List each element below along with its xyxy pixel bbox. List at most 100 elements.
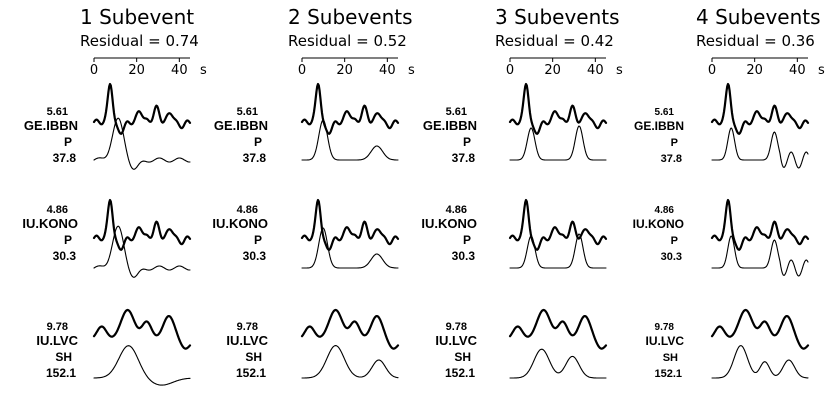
panel-1: 1 Subevent Residual = 0.74 0 20 40 s 5.61GE.IB… [22, 5, 207, 386]
time-tick-label: 40 [587, 63, 604, 78]
station-code: IU.LVC [646, 334, 685, 348]
station-amplitude: 9.78 [655, 322, 675, 333]
observed-waveform [300, 198, 400, 251]
synthetic-waveform [301, 345, 399, 379]
panel-3: 3 Subevents Residual = 0.42 0 20 40 s 5.61GE.I… [421, 5, 623, 380]
station-code: IU.KONO [633, 217, 684, 231]
station-code: GE.IBBN [634, 119, 684, 133]
station-azimuth: 30.3 [243, 249, 267, 263]
station-amplitude: 4.86 [655, 205, 675, 216]
time-unit-label: s [616, 63, 623, 78]
synthetic-waveform [711, 127, 809, 169]
time-unit-label: s [818, 63, 825, 78]
station-phase: P [671, 235, 678, 247]
station-azimuth: 37.8 [661, 153, 682, 165]
panel-4: 4 Subevents Residual = 0.36 0 20 40 s 5.61GE.I… [633, 5, 825, 380]
station-code: IU.LVC [435, 333, 477, 348]
panel-title: 3 Subevents [495, 5, 620, 29]
station-phase: SH [454, 350, 471, 364]
station-code: GE.IBBN [214, 118, 268, 133]
station-azimuth: 152.1 [236, 366, 266, 380]
station-code: IU.LVC [36, 333, 78, 348]
panel-2: 2 Subevents Residual = 0.52 0 20 40 s 5.61GE.I… [212, 5, 415, 380]
station-azimuth: 30.3 [661, 251, 682, 263]
observed-waveform [508, 308, 608, 350]
observed-waveform [92, 198, 192, 251]
synthetic-waveform [509, 348, 607, 379]
observed-waveform [92, 82, 192, 135]
synthetic-waveform [301, 227, 399, 269]
time-tick-label: 0 [708, 63, 716, 78]
time-tick-label: 20 [336, 63, 353, 78]
station-phase: SH [663, 352, 678, 364]
station-phase: P [671, 137, 678, 149]
time-tick-label: 20 [746, 63, 763, 78]
observed-waveform [508, 82, 608, 135]
observed-waveform [92, 308, 192, 350]
station-code: IU.LVC [226, 333, 268, 348]
synthetic-waveform [93, 225, 191, 278]
residual-label: Residual = 0.36 [696, 32, 815, 50]
observed-waveform [300, 308, 400, 350]
observed-waveform [710, 308, 810, 350]
station-phase: P [64, 135, 72, 149]
station-code: GE.IBBN [24, 118, 78, 133]
station-phase: P [254, 135, 262, 149]
station-amplitude: 5.61 [446, 106, 467, 118]
residual-label: Residual = 0.52 [288, 32, 407, 50]
station-amplitude: 5.61 [237, 106, 258, 118]
station-azimuth: 37.8 [243, 151, 267, 165]
station-amplitude: 9.78 [47, 321, 68, 333]
station-amplitude: 5.61 [47, 106, 68, 118]
synthetic-waveform [509, 233, 607, 269]
station-azimuth: 152.1 [445, 366, 475, 380]
time-tick-label: 40 [789, 63, 806, 78]
synthetic-waveform [509, 125, 607, 161]
observed-waveform [710, 82, 810, 135]
station-code: IU.KONO [22, 216, 78, 231]
residual-label: Residual = 0.74 [80, 32, 199, 50]
station-azimuth: 152.1 [46, 366, 76, 380]
synthetic-waveform [301, 119, 399, 161]
time-tick-label: 0 [298, 63, 306, 78]
station-phase: SH [55, 350, 72, 364]
time-tick-label: 0 [90, 63, 98, 78]
panel-title: 2 Subevents [288, 5, 413, 29]
station-phase: P [64, 233, 72, 247]
station-amplitude: 9.78 [446, 321, 467, 333]
station-amplitude: 5.61 [655, 107, 675, 118]
residual-label: Residual = 0.42 [495, 32, 614, 50]
synthetic-waveform [711, 345, 809, 379]
station-amplitude: 4.86 [446, 204, 467, 216]
station-phase: P [463, 233, 471, 247]
time-tick-label: 40 [171, 63, 188, 78]
station-phase: SH [245, 350, 262, 364]
station-amplitude: 4.86 [237, 204, 258, 216]
station-code: IU.KONO [212, 216, 268, 231]
observed-waveform [508, 198, 608, 251]
station-amplitude: 9.78 [237, 321, 258, 333]
time-unit-label: s [408, 63, 415, 78]
synthetic-waveform [711, 235, 809, 277]
time-tick-label: 20 [544, 63, 561, 78]
station-azimuth: 37.8 [452, 151, 476, 165]
time-tick-label: 20 [128, 63, 145, 78]
station-azimuth: 30.3 [452, 249, 476, 263]
observed-waveform [300, 82, 400, 135]
time-tick-label: 40 [379, 63, 396, 78]
station-phase: P [254, 233, 262, 247]
station-code: GE.IBBN [423, 118, 477, 133]
